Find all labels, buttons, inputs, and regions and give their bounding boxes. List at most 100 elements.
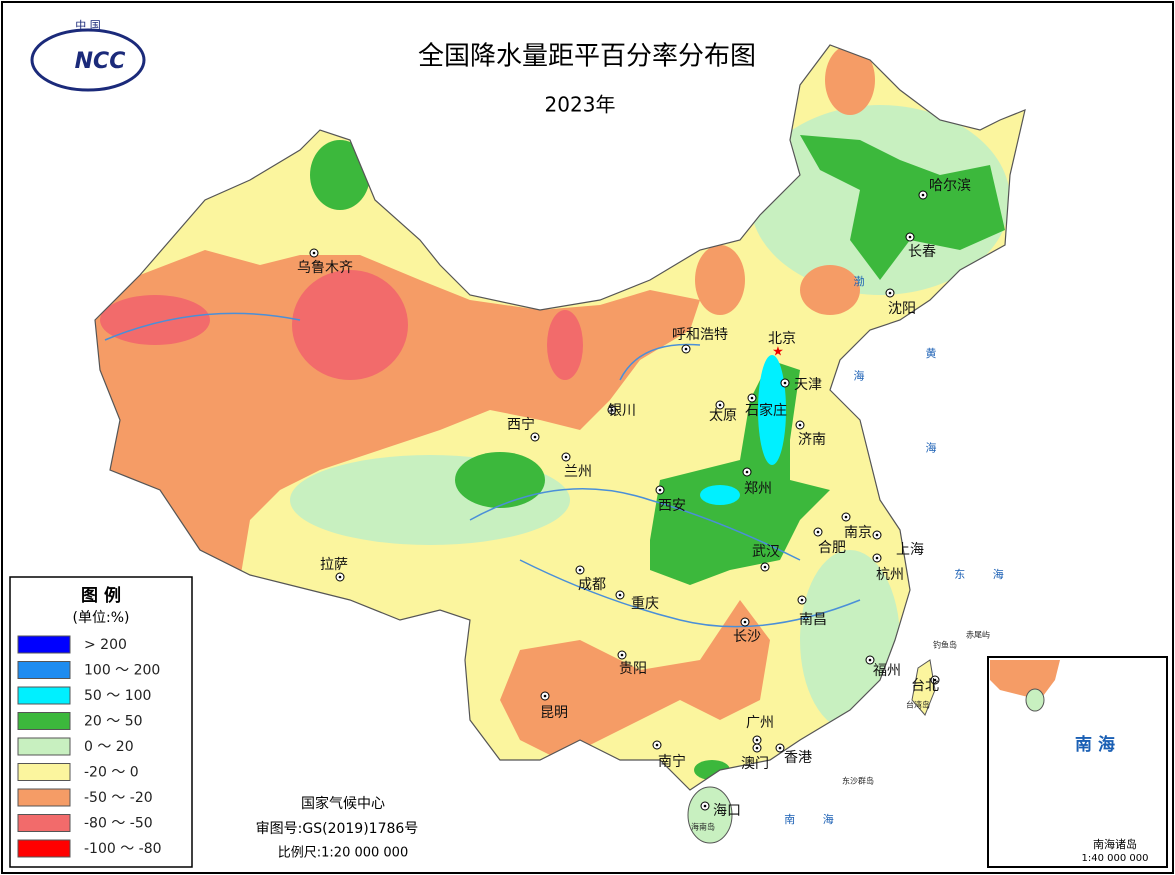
city-label: 乌鲁木齐	[297, 260, 353, 276]
zone	[547, 310, 583, 380]
city-label: 福州	[873, 663, 901, 679]
city-label: 济南	[798, 432, 826, 448]
city-dot-center	[816, 530, 820, 534]
city-dot-center	[875, 556, 879, 560]
city-dot-center	[564, 455, 568, 459]
city-dot-center	[798, 423, 802, 427]
city-dot-center	[543, 694, 547, 698]
city-label: 天津	[794, 377, 822, 393]
city-label: 成都	[578, 577, 606, 593]
legend-title: 图 例	[81, 585, 121, 606]
city-dot-center	[312, 251, 316, 255]
city-label: 太原	[709, 408, 737, 424]
legend-swatch	[17, 839, 71, 858]
city-label: 香港	[784, 750, 812, 766]
legend-label: -80 ～ -50	[84, 816, 153, 832]
city-dot-center	[908, 235, 912, 239]
city-label: 贵阳	[619, 661, 647, 677]
legend-label: -20 ～ 0	[84, 765, 139, 781]
legend-label: 0 ～ 20	[84, 739, 134, 755]
city-dot-center	[703, 804, 707, 808]
zone	[800, 265, 860, 315]
city-label: 沈阳	[888, 301, 916, 317]
city-dot-center	[755, 746, 759, 750]
zone	[455, 452, 545, 508]
legend-unit: (单位:%)	[73, 610, 130, 626]
city-label: 郑州	[744, 481, 772, 497]
legend-swatch	[17, 686, 71, 705]
footer-scale: 比例尺:1:20 000 000	[278, 846, 408, 861]
city-dot-center	[844, 515, 848, 519]
city-dot-center	[750, 396, 754, 400]
city-label: 西安	[658, 498, 686, 514]
sea-label: 渤 海	[852, 275, 865, 421]
city-label: 北京	[768, 331, 796, 347]
city-label: 昆明	[540, 705, 568, 721]
city-label: 银川	[608, 403, 636, 419]
island-label: 台湾岛	[906, 700, 930, 710]
city-label: 南昌	[799, 612, 827, 628]
inset-hainan	[1025, 688, 1045, 712]
city-label: 长沙	[733, 629, 761, 645]
city-label: 台北	[911, 678, 939, 694]
sea-label: 南 海	[784, 812, 846, 826]
subtitle: 2023年	[545, 93, 616, 117]
city-dot-center	[533, 435, 537, 439]
legend-label: > 200	[84, 637, 127, 653]
city-label: 合肥	[818, 540, 846, 556]
zone	[694, 760, 730, 780]
city-dot-center	[933, 678, 937, 682]
city-dot-center	[745, 470, 749, 474]
inset-islands: 南海诸岛	[1093, 837, 1137, 851]
city-dot-center	[763, 565, 767, 569]
city-dot-center	[755, 738, 759, 742]
city-label: 南京	[844, 525, 872, 541]
logo	[30, 28, 146, 92]
zone	[100, 295, 210, 345]
city-label: 兰州	[564, 464, 592, 480]
capital-star: ★	[772, 345, 784, 360]
legend-label: 50 ～ 100	[84, 688, 151, 704]
city-dot-center	[658, 488, 662, 492]
city-label: 海口	[713, 803, 741, 819]
legend-swatch	[17, 712, 71, 730]
city-dot-center	[783, 381, 787, 385]
zone	[500, 600, 770, 760]
river	[104, 312, 861, 628]
zone	[695, 245, 745, 315]
city-label: 哈尔滨	[929, 178, 971, 194]
city-label: 广州	[746, 715, 774, 731]
city-dot-center	[718, 403, 722, 407]
logo-top: 中 国	[75, 19, 101, 32]
city-dot-center	[684, 347, 688, 351]
city-dot-center	[618, 593, 622, 597]
island-label: 赤尾屿	[966, 631, 990, 640]
island-label: 东沙群岛	[842, 776, 874, 786]
zone	[825, 45, 875, 115]
legend-label: 100 ～ 200	[84, 663, 160, 679]
zone	[758, 355, 786, 465]
city-label: 武汉	[752, 544, 780, 560]
city-label: 南宁	[658, 753, 686, 770]
inset-scale: 1:40 000 000	[1082, 853, 1149, 864]
city-dot-center	[888, 291, 892, 295]
legend-swatch	[17, 763, 71, 781]
sea-label: 东 海	[954, 567, 1016, 581]
zone	[292, 270, 408, 380]
taiwan	[911, 659, 936, 716]
city-dot-center	[778, 746, 782, 750]
footer-approval: 审图号:GS(2019)1786号	[256, 821, 419, 837]
legend-swatch	[17, 814, 71, 832]
island-label: 海南岛	[691, 822, 715, 832]
legend-items: > 200 100 ～ 200 50 ～ 100 20 ～ 50 0 ～ 20 -20 ～…	[17, 635, 162, 858]
city-label: 西宁	[507, 416, 535, 433]
zone	[700, 485, 740, 505]
zone	[310, 140, 370, 210]
city-label: 重庆	[631, 596, 659, 612]
legend-swatch	[17, 737, 71, 756]
zone	[800, 135, 1005, 280]
legend-swatch	[17, 788, 71, 807]
inset-sea: 南 海	[1075, 734, 1115, 755]
